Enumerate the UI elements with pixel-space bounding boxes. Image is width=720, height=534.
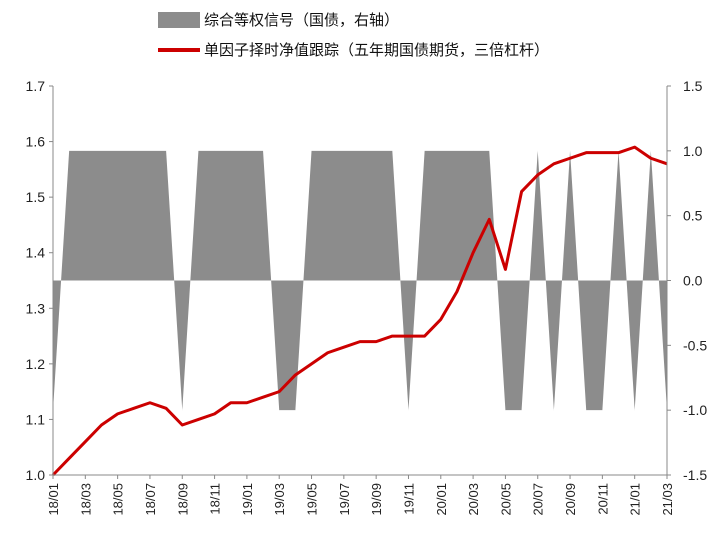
right-tick-label: 0.5 [683,208,703,224]
x-tick-label: 19/09 [369,483,384,516]
x-tick-label: 18/03 [78,483,93,516]
x-tick-label: 20/03 [466,483,481,516]
right-tick-label: -0.5 [683,337,707,353]
x-tick-label: 20/01 [434,483,449,516]
x-tick-label: 19/07 [337,483,352,516]
left-tick-label: 1.6 [26,134,46,150]
x-tick-label: 21/01 [628,483,643,516]
x-tick-label: 18/01 [46,483,61,516]
left-tick-label: 1.2 [26,356,46,372]
left-tick-label: 1.4 [26,245,46,261]
left-tick-label: 1.5 [26,189,46,205]
plot-area: 1.0 1.1 1.2 1.3 1.4 1.5 1.6 1.7 -1.5 -1.0 -0.5 0.0 0… [26,78,708,516]
x-tick-label: 20/11 [595,483,610,515]
right-tick-label: 1.0 [683,143,703,159]
x-tick-label: 20/05 [498,483,513,516]
x-tick-label: 20/09 [563,483,578,516]
x-tick-label: 19/05 [305,483,320,516]
signal-area [53,150,667,411]
x-tick-label: 18/09 [175,483,190,516]
x-tick-label: 18/05 [111,483,126,516]
x-tick-label: 18/07 [143,483,158,516]
x-tick-label: 19/01 [240,483,255,516]
left-tick-label: 1.1 [26,411,46,427]
x-tick-label: 18/11 [208,483,223,515]
x-tick-label: 19/03 [272,483,287,516]
right-tick-label: -1.0 [683,402,707,418]
left-tick-label: 1.3 [26,300,46,316]
legend-label-nav: 单因子择时净值跟踪（五年期国债期货，三倍杠杆） [204,41,549,59]
legend-swatch-signal [158,12,200,28]
left-tick-label: 1.0 [26,467,46,483]
right-tick-label: 0.0 [683,273,703,289]
legend: 综合等权信号（国债，右轴） 单因子择时净值跟踪（五年期国债期货，三倍杠杆） [158,11,549,59]
right-tick-label: -1.5 [683,467,707,483]
legend-label-signal: 综合等权信号（国债，右轴） [204,11,399,29]
x-tick-label: 19/11 [401,483,416,515]
left-tick-label: 1.7 [26,78,46,94]
x-tick-label: 21/03 [660,483,675,516]
x-tick-label: 20/07 [531,483,546,516]
right-tick-label: 1.5 [683,78,703,94]
